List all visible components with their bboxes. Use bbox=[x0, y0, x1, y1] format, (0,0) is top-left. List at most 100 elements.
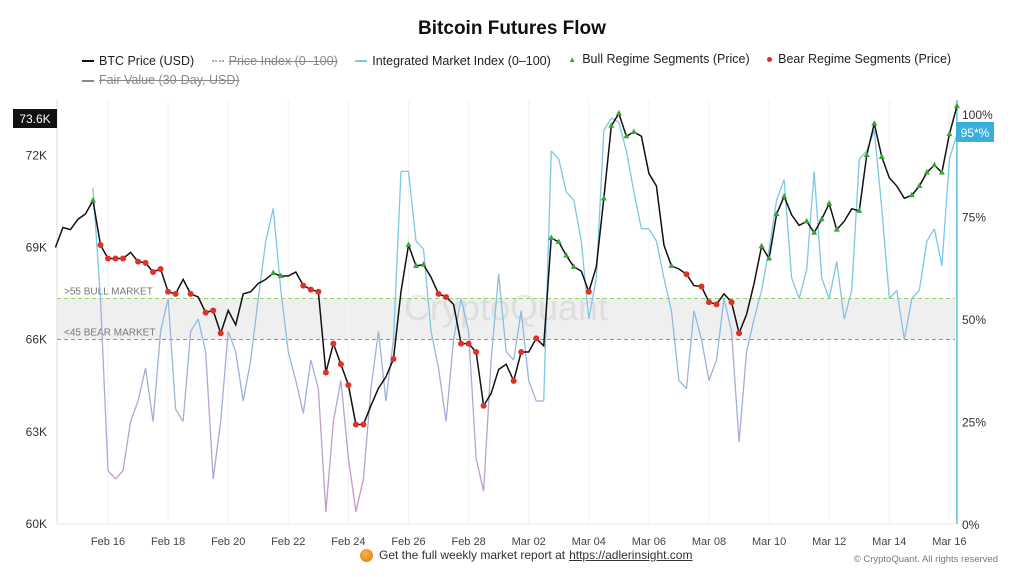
index-line-segment bbox=[197, 318, 207, 352]
x-tick-label: Feb 16 bbox=[91, 536, 125, 548]
index-line-segment bbox=[310, 359, 319, 389]
bull-regime-point bbox=[563, 251, 570, 258]
index-line-segment bbox=[745, 318, 755, 352]
index-line-segment bbox=[302, 359, 312, 414]
index-line-segment bbox=[437, 368, 447, 422]
index-line-segment bbox=[858, 150, 868, 160]
index-line-segment bbox=[498, 273, 507, 352]
y-left-tick-label: 63K bbox=[26, 425, 47, 439]
index-line-segment bbox=[325, 421, 335, 512]
index-line-segment bbox=[933, 228, 943, 266]
bear-regime-point bbox=[352, 421, 359, 428]
index-line-segment bbox=[941, 159, 951, 266]
bear-regime-point bbox=[307, 286, 314, 293]
bear-regime-point bbox=[322, 369, 329, 376]
index-line-segment bbox=[430, 331, 440, 369]
index-line-segment bbox=[670, 310, 680, 381]
index-line-segment bbox=[625, 150, 635, 193]
index-line-segment bbox=[550, 150, 560, 160]
legend-bear-regime[interactable]: Bear Regime Segments (Price) bbox=[767, 51, 951, 68]
index-line-segment bbox=[122, 421, 132, 471]
index-line-segment bbox=[190, 318, 199, 332]
bear-regime-point bbox=[510, 377, 517, 384]
legend-integrated-index[interactable]: Integrated Market Index (0–100) bbox=[355, 53, 551, 70]
bear-regime-point bbox=[360, 421, 367, 428]
bear-regime-point bbox=[210, 307, 217, 314]
latest-index-label: 95*% bbox=[961, 126, 990, 140]
index-line-segment bbox=[693, 310, 703, 340]
bear-regime-point bbox=[585, 288, 592, 295]
bull-regime-point bbox=[420, 261, 427, 267]
bear-regime-point bbox=[683, 271, 690, 278]
index-line-segment bbox=[896, 290, 905, 340]
bull-regime-point bbox=[89, 196, 96, 203]
legend-btc-price[interactable]: BTC Price (USD) bbox=[82, 53, 194, 70]
bull-regime-point bbox=[878, 153, 885, 159]
index-line-segment bbox=[843, 290, 853, 320]
orange-circle-icon bbox=[360, 548, 373, 562]
index-line-segment bbox=[265, 208, 274, 242]
x-tick-label: Feb 28 bbox=[451, 536, 485, 548]
index-line-segment bbox=[700, 339, 710, 381]
x-tick-label: Mar 12 bbox=[812, 536, 846, 548]
x-tick-label: Mar 02 bbox=[512, 536, 546, 548]
x-tick-label: Mar 06 bbox=[632, 536, 666, 548]
index-line-segment bbox=[558, 158, 567, 193]
index-line-segment bbox=[881, 208, 890, 299]
bull-regime-point bbox=[548, 234, 555, 240]
bear-regime-point bbox=[97, 242, 104, 249]
index-line-segment bbox=[708, 359, 718, 381]
index-line-segment bbox=[482, 359, 492, 492]
index-line-segment bbox=[422, 249, 432, 332]
bull-regime-point bbox=[871, 120, 878, 126]
y-right-tick-label: 75% bbox=[962, 211, 986, 225]
bull-regime-point bbox=[608, 122, 615, 128]
bear-regime-point bbox=[443, 293, 450, 300]
index-line-segment bbox=[445, 339, 455, 422]
index-line-segment bbox=[475, 458, 485, 492]
bull-regime-point bbox=[818, 215, 825, 222]
latest-price-badge bbox=[13, 109, 57, 128]
report-link[interactable]: https://adlerinsight.com bbox=[569, 548, 693, 562]
index-line-segment bbox=[467, 331, 477, 459]
bear-regime-point bbox=[315, 288, 322, 295]
index-line-segment bbox=[926, 228, 935, 242]
legend-fair-value[interactable]: Fair Value (30-Day, USD) bbox=[82, 72, 240, 89]
bear-regime-point bbox=[165, 288, 172, 295]
y-left-tick-label: 60K bbox=[26, 517, 47, 531]
bear-regime-point bbox=[706, 299, 712, 306]
bull-regime-point bbox=[931, 161, 938, 168]
index-line-segment bbox=[873, 130, 883, 209]
index-line-segment bbox=[317, 388, 327, 512]
index-line-segment bbox=[144, 368, 154, 422]
bull-regime-point bbox=[766, 255, 773, 261]
index-line-segment bbox=[603, 117, 612, 131]
index-line-segment bbox=[911, 289, 920, 299]
index-line-segment bbox=[257, 241, 267, 299]
y-right-tick-label: 100% bbox=[962, 108, 993, 122]
index-line-segment bbox=[99, 298, 109, 471]
latest-price-label: 73.6K bbox=[19, 112, 50, 126]
index-line-segment bbox=[828, 261, 838, 299]
bull-regime-point bbox=[908, 191, 915, 198]
index-line-segment bbox=[152, 331, 162, 422]
index-line-segment bbox=[107, 470, 116, 480]
index-line-segment bbox=[235, 351, 244, 402]
legend-price-index[interactable]: Price Index (0–100) bbox=[211, 53, 338, 70]
bull-regime-point bbox=[803, 217, 810, 224]
index-line-segment bbox=[355, 478, 365, 512]
bear-regime-point bbox=[142, 259, 149, 266]
index-line-segment bbox=[821, 277, 830, 299]
index-line-segment bbox=[565, 191, 575, 201]
y-right-tick-label: 50% bbox=[962, 313, 986, 327]
index-line-segment bbox=[783, 179, 793, 279]
bear-regime-point bbox=[217, 330, 224, 337]
index-line-segment bbox=[182, 331, 192, 422]
legend-bull-regime[interactable]: ▲ Bull Regime Segments (Price) bbox=[568, 52, 750, 66]
line-swatch-icon bbox=[355, 60, 368, 62]
index-line-segment bbox=[663, 277, 673, 311]
index-line-segment bbox=[738, 351, 748, 443]
index-line-segment bbox=[129, 400, 139, 422]
index-line-segment bbox=[513, 310, 522, 361]
